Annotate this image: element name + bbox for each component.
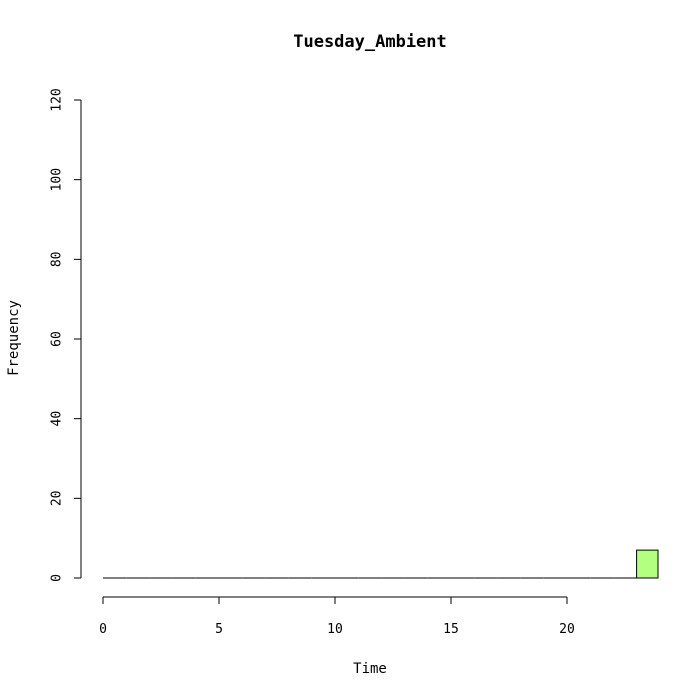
y-tick-label: 100 <box>50 168 65 191</box>
histogram-bars <box>103 549 659 579</box>
histogram-bar <box>636 549 659 579</box>
x-tick-label: 5 <box>215 622 223 637</box>
y-tick-label: 60 <box>50 331 65 347</box>
x-tick-label: 15 <box>443 622 459 637</box>
x-axis: 0 5 10 15 20 <box>99 596 575 637</box>
chart-title: Tuesday_Ambient <box>293 32 447 52</box>
y-tick-label: 120 <box>50 88 65 111</box>
y-tick-label: 80 <box>50 252 65 268</box>
y-tick-label: 20 <box>50 491 65 507</box>
y-axis: 0 20 40 60 80 100 120 <box>50 88 82 582</box>
x-axis-label: Time <box>353 661 387 677</box>
y-tick-label: 40 <box>50 411 65 427</box>
x-tick-label: 0 <box>99 622 107 637</box>
x-tick-label: 20 <box>559 622 575 637</box>
x-tick-label: 10 <box>327 622 343 637</box>
y-axis-label: Frequency <box>6 300 22 376</box>
y-tick-label: 0 <box>50 574 65 582</box>
